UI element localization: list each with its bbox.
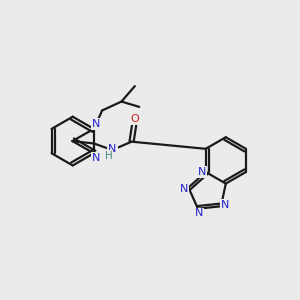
Text: N: N xyxy=(180,184,188,194)
Text: H: H xyxy=(104,151,112,161)
Text: N: N xyxy=(198,167,206,177)
Text: N: N xyxy=(108,144,117,154)
Text: N: N xyxy=(92,119,100,129)
Text: N: N xyxy=(92,153,100,163)
Text: N: N xyxy=(195,208,204,218)
Text: N: N xyxy=(221,200,230,210)
Text: O: O xyxy=(131,114,140,124)
